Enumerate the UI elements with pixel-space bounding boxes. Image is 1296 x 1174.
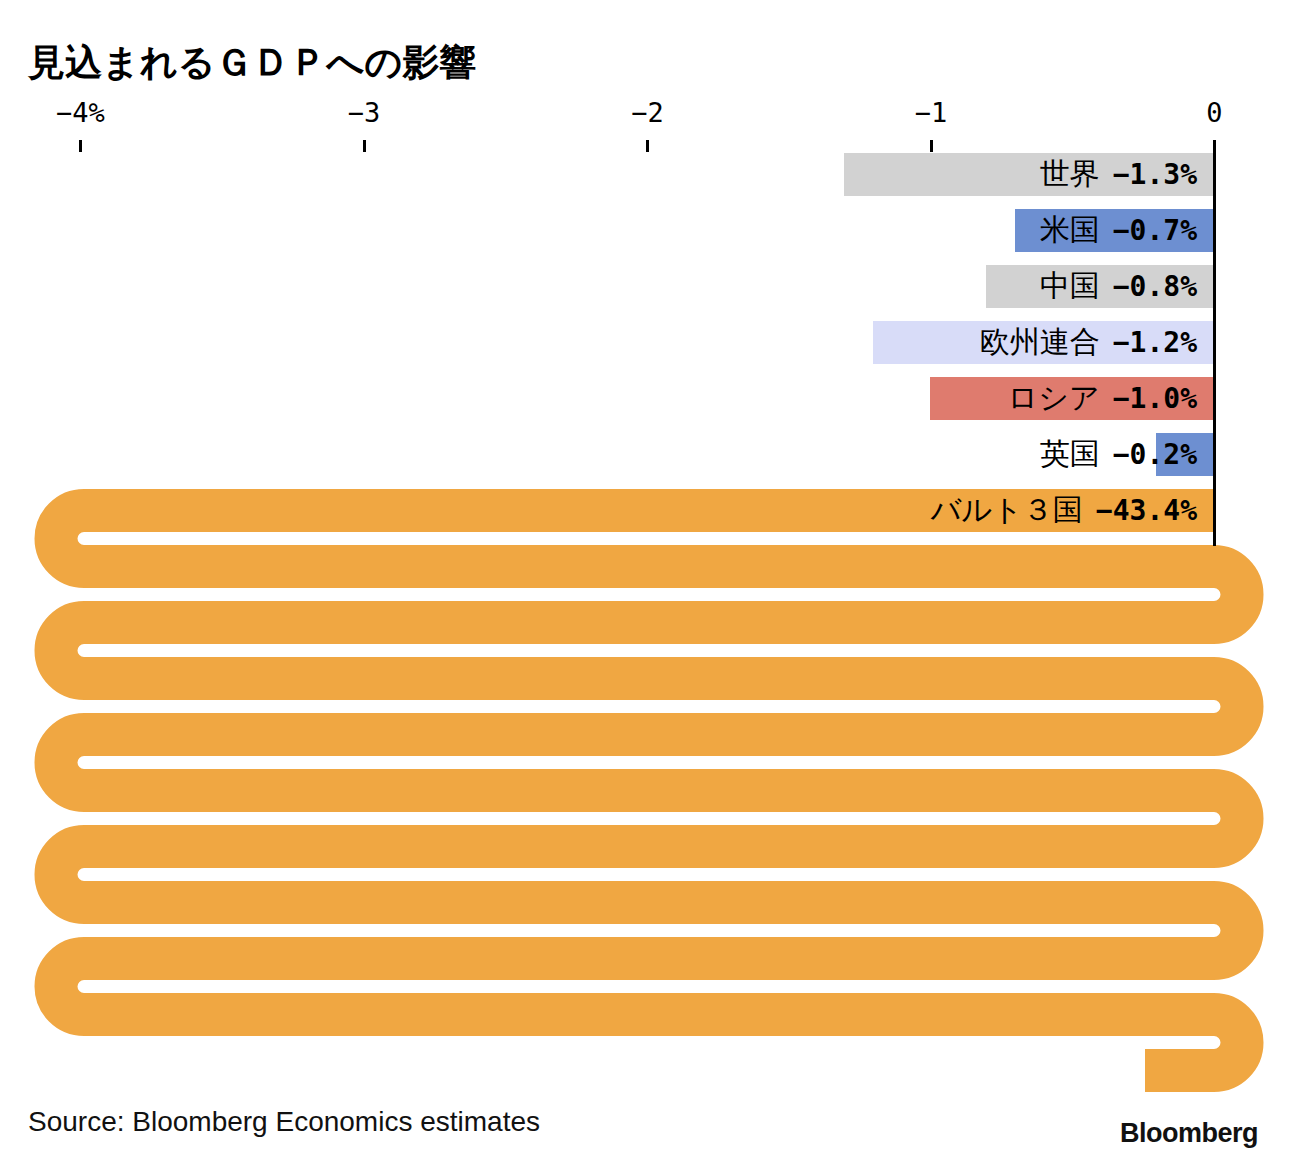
- chart-canvas: 見込まれるＧＤＰへの影響 世界 −1.3% 米国 −0.7% 中国 −0.8% …: [0, 0, 1296, 1174]
- source-note: Source: Bloomberg Economics estimates: [28, 1106, 540, 1138]
- bar-row: 英国 −0.2%: [0, 433, 1296, 476]
- axis-tick-label: −4%: [56, 97, 105, 128]
- axis-tick-mark: [79, 140, 82, 152]
- axis-tick-label: −3: [348, 97, 381, 128]
- bar-value-label: −0.8%: [1113, 270, 1197, 303]
- bar-label: 中国 −0.8%: [1040, 265, 1197, 308]
- bar-category-label: バルト３国: [931, 490, 1083, 531]
- bar-label: ロシア −1.0%: [1008, 377, 1197, 420]
- axis-tick-mark: [646, 140, 649, 152]
- bar-row: バルト３国 −43.4%: [0, 489, 1296, 532]
- bar-label: 米国 −0.7%: [1040, 209, 1197, 252]
- axis-tick-label: −1: [915, 97, 948, 128]
- bar-category-label: 世界: [1040, 154, 1100, 195]
- bar-value-label: −43.4%: [1096, 494, 1197, 527]
- bar-category-label: 欧州連合: [980, 322, 1100, 363]
- axis-tick-mark: [930, 140, 933, 152]
- bar-row: 世界 −1.3%: [0, 153, 1296, 196]
- bar-value-label: −0.7%: [1113, 214, 1197, 247]
- bar-row: ロシア −1.0%: [0, 377, 1296, 420]
- bar-label: バルト３国 −43.4%: [931, 489, 1197, 532]
- bar-category-label: 英国: [1040, 434, 1100, 475]
- bar-row: 中国 −0.8%: [0, 265, 1296, 308]
- bar-category-label: 米国: [1040, 210, 1100, 251]
- bar-category-label: 中国: [1040, 266, 1100, 307]
- bar-label: 欧州連合 −1.2%: [980, 321, 1197, 364]
- bar-label: 世界 −1.3%: [1040, 153, 1197, 196]
- bar-label: 英国 −0.2%: [1040, 433, 1197, 476]
- bar-value-label: −1.3%: [1113, 158, 1197, 191]
- axis-zero-line: [1213, 140, 1216, 546]
- bar-row: 欧州連合 −1.2%: [0, 321, 1296, 364]
- bar-value-label: −0.2%: [1113, 438, 1197, 471]
- bar-value-label: −1.0%: [1113, 382, 1197, 415]
- bar-category-label: ロシア: [1008, 378, 1100, 419]
- bloomberg-logo: Bloomberg: [1120, 1118, 1258, 1149]
- bar-value-label: −1.2%: [1113, 326, 1197, 359]
- bar-row: 米国 −0.7%: [0, 209, 1296, 252]
- axis-tick-label: 0: [1206, 97, 1222, 128]
- baltic-bar-snake-path: [56, 511, 1242, 1071]
- axis-tick-mark: [363, 140, 366, 152]
- axis-tick-label: −2: [631, 97, 664, 128]
